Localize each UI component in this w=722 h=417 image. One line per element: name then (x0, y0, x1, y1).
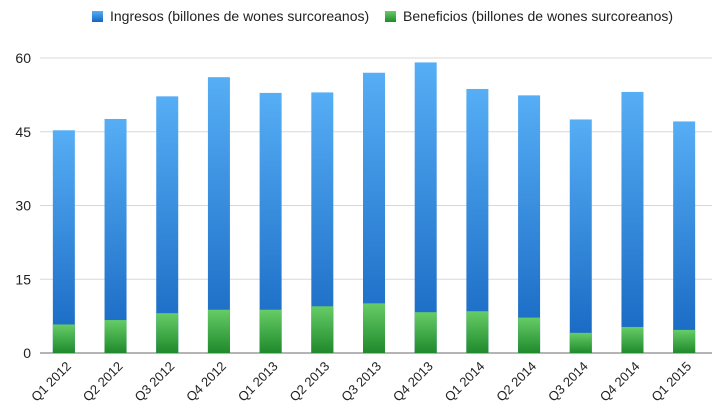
y-axis: 0 15 30 45 60 (15, 50, 31, 361)
x-tick-label: Q4 2014 (597, 359, 643, 405)
legend: Ingresos (billones de wones surcoreanos)… (92, 8, 673, 24)
profit-bar (673, 329, 696, 353)
revenue-bar (156, 96, 179, 353)
x-tick-label: Q3 2013 (338, 359, 384, 405)
profit-bar (569, 332, 592, 353)
profit-bar (259, 309, 282, 353)
revenue-bar (569, 119, 592, 353)
profit-bar (52, 324, 75, 353)
x-tick-label: Q2 2013 (287, 359, 333, 405)
profit-bar (156, 313, 179, 353)
profit-bar (621, 326, 644, 353)
x-tick-label: Q3 2014 (545, 359, 591, 405)
revenue-bar (259, 92, 282, 354)
revenue-bar (518, 95, 541, 353)
revenue-bar (621, 91, 644, 354)
x-axis: Q1 2012 Q2 2012 Q3 2012 Q4 2012 Q1 2013 Q2 20… (28, 359, 694, 405)
legend-label: Beneficios (billones de wones surcoreano… (403, 8, 673, 24)
profit-bar (414, 312, 437, 353)
profit-bar (466, 311, 489, 353)
revenue-bar (466, 88, 489, 353)
profit-bar (207, 309, 230, 353)
profit-bar (363, 303, 385, 353)
x-tick-label: Q1 2015 (648, 359, 694, 405)
revenue-bar (104, 118, 127, 353)
y-tick-label: 0 (23, 345, 31, 361)
revenue-bar (673, 121, 696, 353)
x-tick-label: Q1 2014 (442, 359, 488, 405)
profit-bar (311, 306, 334, 353)
x-tick-label: Q3 2012 (131, 359, 177, 405)
profit-bar (518, 317, 541, 353)
bars (52, 62, 696, 354)
x-tick-label: Q1 2012 (28, 359, 74, 405)
x-tick-label: Q1 2013 (235, 359, 281, 405)
legend-swatch (92, 11, 103, 22)
revenue-bar (52, 130, 75, 353)
revenue-bar (207, 77, 230, 354)
profit-bar (104, 320, 127, 353)
y-tick-label: 45 (15, 124, 31, 140)
x-tick-label: Q2 2012 (80, 359, 126, 405)
y-tick-label: 60 (15, 50, 31, 66)
revenue-bar (311, 92, 334, 354)
y-tick-label: 30 (15, 198, 31, 214)
x-tick-label: Q2 2014 (493, 359, 539, 405)
legend-label: Ingresos (billones de wones surcoreanos) (110, 8, 369, 24)
revenue-bar (363, 72, 385, 353)
y-tick-label: 15 (15, 271, 31, 287)
revenue-bar (414, 62, 437, 354)
x-tick-label: Q4 2013 (390, 359, 436, 405)
legend-swatch (385, 11, 396, 22)
x-tick-label: Q4 2012 (183, 359, 229, 405)
